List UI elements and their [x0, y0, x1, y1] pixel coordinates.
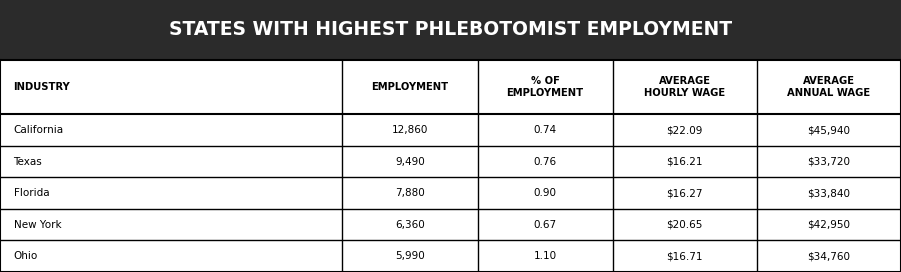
- Text: $16.71: $16.71: [667, 251, 703, 261]
- Text: New York: New York: [14, 220, 61, 230]
- FancyBboxPatch shape: [0, 60, 901, 272]
- Text: 9,490: 9,490: [395, 157, 425, 166]
- Text: $22.09: $22.09: [667, 125, 703, 135]
- Text: AVERAGE
HOURLY WAGE: AVERAGE HOURLY WAGE: [644, 76, 725, 98]
- Text: $20.65: $20.65: [667, 220, 703, 230]
- Text: EMPLOYMENT: EMPLOYMENT: [371, 82, 449, 92]
- Text: California: California: [14, 125, 64, 135]
- Text: Ohio: Ohio: [14, 251, 38, 261]
- Text: $16.21: $16.21: [667, 157, 703, 166]
- Text: 5,990: 5,990: [395, 251, 425, 261]
- Text: 0.76: 0.76: [533, 157, 557, 166]
- Text: INDUSTRY: INDUSTRY: [14, 82, 70, 92]
- Text: 7,880: 7,880: [395, 188, 425, 198]
- Text: $33,720: $33,720: [807, 157, 851, 166]
- Text: AVERAGE
ANNUAL WAGE: AVERAGE ANNUAL WAGE: [787, 76, 870, 98]
- Text: 0.90: 0.90: [533, 188, 557, 198]
- Text: 1.10: 1.10: [533, 251, 557, 261]
- Text: $16.27: $16.27: [667, 188, 703, 198]
- Text: $34,760: $34,760: [807, 251, 851, 261]
- Text: $33,840: $33,840: [807, 188, 851, 198]
- Text: 0.74: 0.74: [533, 125, 557, 135]
- Text: Florida: Florida: [14, 188, 50, 198]
- Text: 6,360: 6,360: [395, 220, 425, 230]
- Text: STATES WITH HIGHEST PHLEBOTOMIST EMPLOYMENT: STATES WITH HIGHEST PHLEBOTOMIST EMPLOYM…: [169, 20, 732, 39]
- Text: 0.67: 0.67: [533, 220, 557, 230]
- FancyBboxPatch shape: [0, 0, 901, 60]
- Text: % OF
EMPLOYMENT: % OF EMPLOYMENT: [506, 76, 584, 98]
- Text: $42,950: $42,950: [807, 220, 851, 230]
- Text: $45,940: $45,940: [807, 125, 851, 135]
- Text: Texas: Texas: [14, 157, 42, 166]
- Text: 12,860: 12,860: [392, 125, 428, 135]
